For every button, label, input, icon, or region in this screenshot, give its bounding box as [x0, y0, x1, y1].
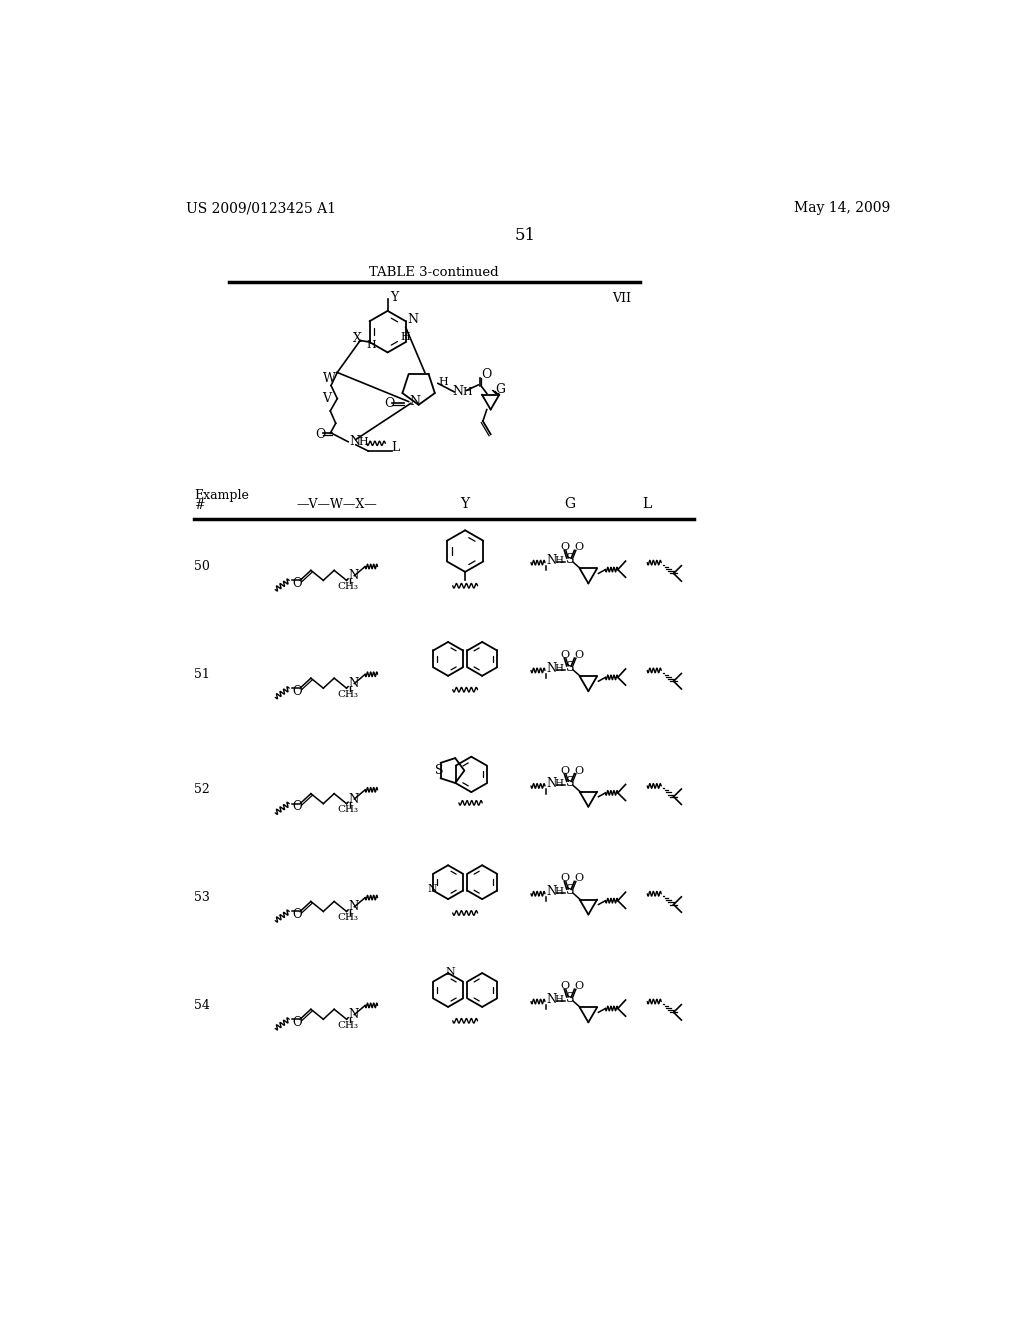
Text: CH₃: CH₃	[338, 1020, 358, 1030]
Text: L: L	[391, 441, 399, 454]
Text: N: N	[348, 569, 358, 582]
Text: 54: 54	[194, 999, 210, 1012]
Text: O: O	[314, 428, 326, 441]
Text: TABLE 3-continued: TABLE 3-continued	[370, 265, 499, 279]
Text: N: N	[453, 385, 464, 399]
Text: H: H	[358, 437, 368, 446]
Text: O: O	[560, 766, 569, 776]
Text: CH₃: CH₃	[338, 582, 358, 591]
Text: CH₃: CH₃	[338, 805, 358, 814]
Text: L: L	[643, 498, 652, 511]
Text: N: N	[408, 313, 418, 326]
Text: H: H	[554, 995, 563, 1003]
Text: 52: 52	[194, 783, 210, 796]
Text: 51: 51	[194, 668, 210, 681]
Text: N: N	[547, 554, 557, 566]
Text: O: O	[574, 543, 584, 552]
Text: N: N	[348, 900, 358, 913]
Text: G: G	[496, 383, 505, 396]
Text: H: H	[554, 556, 563, 565]
Text: Example: Example	[194, 488, 249, 502]
Text: V: V	[322, 392, 331, 405]
Text: O: O	[292, 1016, 302, 1028]
Text: N: N	[349, 436, 359, 449]
Text: S: S	[566, 661, 574, 675]
Text: H: H	[438, 376, 449, 387]
Text: H: H	[367, 339, 376, 350]
Text: 51: 51	[514, 227, 536, 244]
Text: O: O	[384, 396, 394, 409]
Text: S: S	[566, 776, 574, 789]
Text: H: H	[554, 779, 563, 788]
Text: X: X	[352, 333, 361, 346]
Text: N: N	[445, 966, 455, 977]
Text: CH₃: CH₃	[338, 913, 358, 923]
Text: S: S	[566, 553, 574, 566]
Text: #: #	[194, 499, 205, 512]
Text: O: O	[574, 981, 584, 991]
Text: N: N	[547, 993, 557, 1006]
Text: O: O	[292, 800, 302, 813]
Text: N: N	[348, 1008, 358, 1022]
Text: May 14, 2009: May 14, 2009	[795, 202, 891, 215]
Text: O: O	[574, 649, 584, 660]
Text: O: O	[574, 874, 584, 883]
Text: O: O	[292, 908, 302, 921]
Text: S: S	[566, 884, 574, 898]
Text: S: S	[435, 764, 443, 777]
Text: Y: Y	[390, 290, 398, 304]
Text: N: N	[427, 884, 437, 894]
Text: N: N	[547, 884, 557, 898]
Text: O: O	[292, 685, 302, 698]
Text: N: N	[547, 661, 557, 675]
Text: H: H	[554, 887, 563, 896]
Text: VII: VII	[612, 292, 632, 305]
Text: G: G	[564, 498, 575, 511]
Text: Y: Y	[461, 498, 470, 511]
Text: N: N	[348, 677, 358, 690]
Text: —V—W—X—: —V—W—X—	[297, 498, 378, 511]
Text: O: O	[574, 766, 584, 776]
Text: N: N	[547, 777, 557, 791]
Text: 53: 53	[194, 891, 210, 904]
Text: O: O	[560, 874, 569, 883]
Text: H: H	[554, 664, 563, 673]
Text: O: O	[292, 577, 302, 590]
Text: W: W	[324, 372, 336, 385]
Text: H: H	[462, 387, 472, 397]
Text: O: O	[481, 368, 492, 381]
Text: O: O	[560, 981, 569, 991]
Text: N: N	[410, 395, 420, 408]
Text: CH₃: CH₃	[338, 690, 358, 698]
Text: N: N	[348, 792, 358, 805]
Text: S: S	[566, 991, 574, 1005]
Text: O: O	[560, 649, 569, 660]
Text: H: H	[400, 331, 411, 342]
Text: US 2009/0123425 A1: US 2009/0123425 A1	[186, 202, 336, 215]
Text: O: O	[560, 543, 569, 552]
Text: 50: 50	[194, 560, 210, 573]
